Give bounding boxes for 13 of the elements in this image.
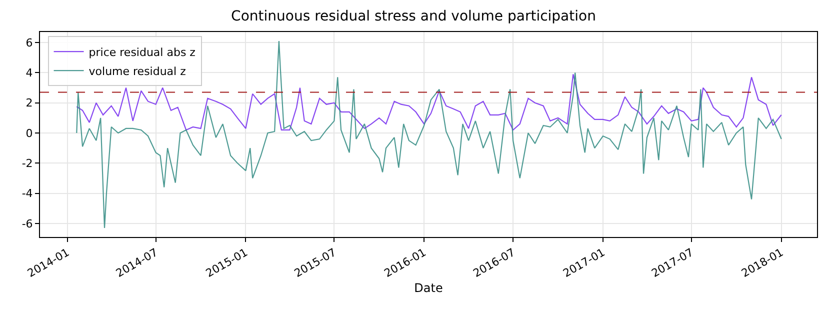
- y-tick-label: 4: [26, 66, 33, 80]
- line-series: [76, 40, 782, 229]
- line-series: [76, 74, 782, 131]
- y-tick-label: 0: [26, 126, 33, 140]
- y-tick-label: 6: [26, 36, 33, 50]
- x-axis-title: Date: [414, 280, 443, 295]
- legend-label: price residual abs z: [88, 46, 196, 59]
- y-tick-label: -2: [22, 156, 33, 170]
- chart-title: Continuous residual stress and volume participation: [231, 8, 596, 25]
- legend-label: volume residual z: [88, 64, 186, 78]
- y-tick-label: -6: [22, 217, 33, 230]
- y-tick-label: -4: [22, 187, 33, 200]
- y-tick-label: 2: [26, 96, 33, 110]
